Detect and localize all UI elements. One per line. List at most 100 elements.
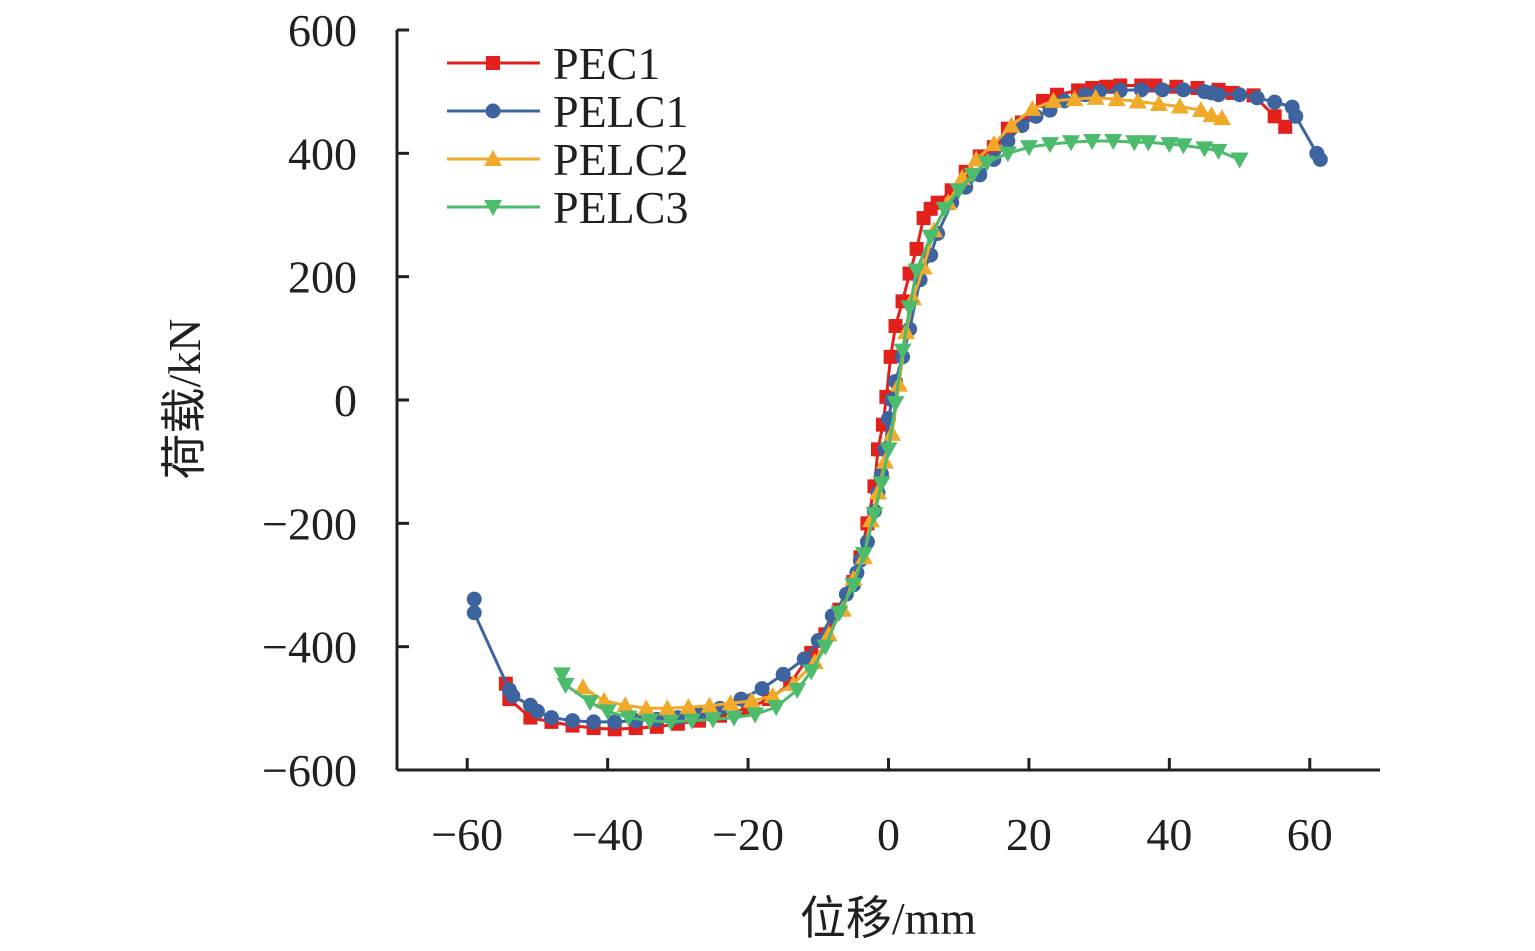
- data-point-pelc1: [529, 703, 545, 719]
- data-point-pelc2: [763, 687, 782, 703]
- data-point-pelc2: [967, 150, 986, 167]
- data-point-pelc2: [1191, 101, 1210, 118]
- data-point-pelc3: [1209, 143, 1228, 160]
- x-tick-label: −60: [431, 809, 503, 860]
- data-point-pelc2: [984, 135, 1003, 152]
- data-point-pec1: [1278, 119, 1293, 134]
- legend-marker: [486, 56, 500, 70]
- data-point-pelc1: [1312, 152, 1328, 167]
- data-point-pelc1: [565, 713, 581, 729]
- legend-label: PELC1: [553, 86, 688, 137]
- data-point-pelc3: [746, 707, 765, 724]
- y-tick-label: −400: [262, 622, 357, 673]
- data-point-pelc3: [1160, 137, 1179, 154]
- data-point-pelc1: [1232, 87, 1248, 103]
- data-point-pelc3: [1230, 152, 1249, 169]
- data-point-pelc2: [1023, 99, 1042, 116]
- data-point-pelc1: [796, 651, 812, 667]
- data-point-pelc3: [640, 713, 659, 730]
- data-point-pelc1: [505, 688, 521, 704]
- y-tick-label: 0: [334, 375, 357, 426]
- data-point-pelc3: [816, 639, 835, 656]
- data-point-pelc3: [921, 229, 940, 246]
- y-tick-label: 400: [288, 128, 357, 179]
- data-point-pelc3: [725, 710, 744, 727]
- data-point-pelc3: [767, 700, 786, 717]
- y-tick-label: −600: [262, 745, 357, 796]
- data-point-pelc3: [1104, 134, 1123, 150]
- data-point-pec1: [1267, 109, 1282, 124]
- data-point-pec1: [883, 349, 898, 364]
- data-point-pelc1: [1267, 94, 1283, 110]
- data-point-pelc3: [1195, 141, 1214, 158]
- data-point-pelc3: [619, 710, 638, 727]
- data-point-pelc2: [1086, 88, 1105, 105]
- legend-item-pelc3: PELC3: [447, 182, 688, 233]
- legend-item-pelc1: PELC1: [447, 86, 688, 137]
- data-point-pelc3: [1062, 135, 1081, 152]
- data-point-pelc3: [556, 677, 575, 694]
- data-point-pelc1: [543, 710, 559, 726]
- data-point-pelc2: [616, 696, 635, 713]
- data-point-pelc2: [1128, 92, 1147, 109]
- data-point-pelc2: [1213, 109, 1232, 126]
- x-tick-label: 20: [1006, 809, 1052, 860]
- legend-marker: [484, 200, 502, 216]
- data-point-pelc1: [754, 681, 770, 697]
- data-point-pelc2: [861, 511, 880, 528]
- data-point-pelc3: [963, 167, 982, 184]
- data-point-pelc3: [854, 547, 873, 564]
- data-point-pelc1: [1249, 90, 1265, 106]
- data-point-pelc3: [949, 183, 968, 200]
- plot-area: [466, 78, 1328, 737]
- data-point-pelc2: [1107, 90, 1126, 107]
- x-tick-label: 60: [1287, 809, 1333, 860]
- data-point-pec1: [909, 241, 924, 256]
- data-point-pelc3: [893, 343, 912, 360]
- data-point-pelc2: [721, 694, 740, 711]
- data-point-pelc2: [1149, 95, 1168, 111]
- data-point-pelc3: [830, 605, 849, 622]
- data-point-pelc2: [574, 678, 593, 695]
- data-point-pelc2: [595, 691, 614, 708]
- data-point-pelc3: [907, 263, 926, 280]
- data-point-pelc1: [1175, 82, 1191, 98]
- data-point-pelc1: [1211, 87, 1227, 103]
- data-point-pelc1: [1000, 133, 1016, 149]
- legend-marker: [485, 103, 501, 119]
- data-point-pelc1: [586, 714, 602, 730]
- data-point-pelc3: [703, 712, 722, 729]
- data-point-pelc2: [658, 699, 677, 716]
- data-point-pelc1: [466, 605, 482, 621]
- x-tick-label: −40: [572, 809, 644, 860]
- data-point-pelc3: [844, 578, 863, 594]
- data-point-pelc3: [1139, 135, 1158, 152]
- data-point-pelc2: [700, 696, 719, 713]
- legend-marker: [484, 150, 502, 166]
- data-point-pelc1: [1288, 108, 1304, 124]
- data-point-pelc3: [802, 664, 821, 681]
- data-point-pelc3: [553, 667, 572, 684]
- data-point-pelc2: [1170, 97, 1189, 114]
- data-point-pelc3: [1019, 140, 1038, 157]
- y-tick-label: −200: [262, 498, 357, 549]
- data-point-pelc2: [1044, 91, 1063, 108]
- x-tick-label: 40: [1146, 809, 1192, 860]
- data-point-pelc3: [977, 155, 996, 172]
- data-point-pelc2: [868, 483, 887, 500]
- data-point-pelc1: [607, 714, 623, 730]
- data-point-pelc3: [788, 682, 807, 699]
- data-point-pelc3: [1125, 135, 1144, 152]
- data-point-pelc3: [1174, 138, 1193, 155]
- data-point-pelc2: [742, 691, 761, 708]
- data-point-pelc3: [682, 713, 701, 730]
- legend-label: PEC1: [553, 38, 660, 89]
- y-tick-label: 200: [288, 252, 357, 303]
- data-point-pelc3: [661, 714, 680, 731]
- legend-item-pelc2: PELC2: [447, 134, 688, 185]
- data-point-pelc2: [1065, 90, 1084, 107]
- data-point-pelc3: [935, 201, 954, 218]
